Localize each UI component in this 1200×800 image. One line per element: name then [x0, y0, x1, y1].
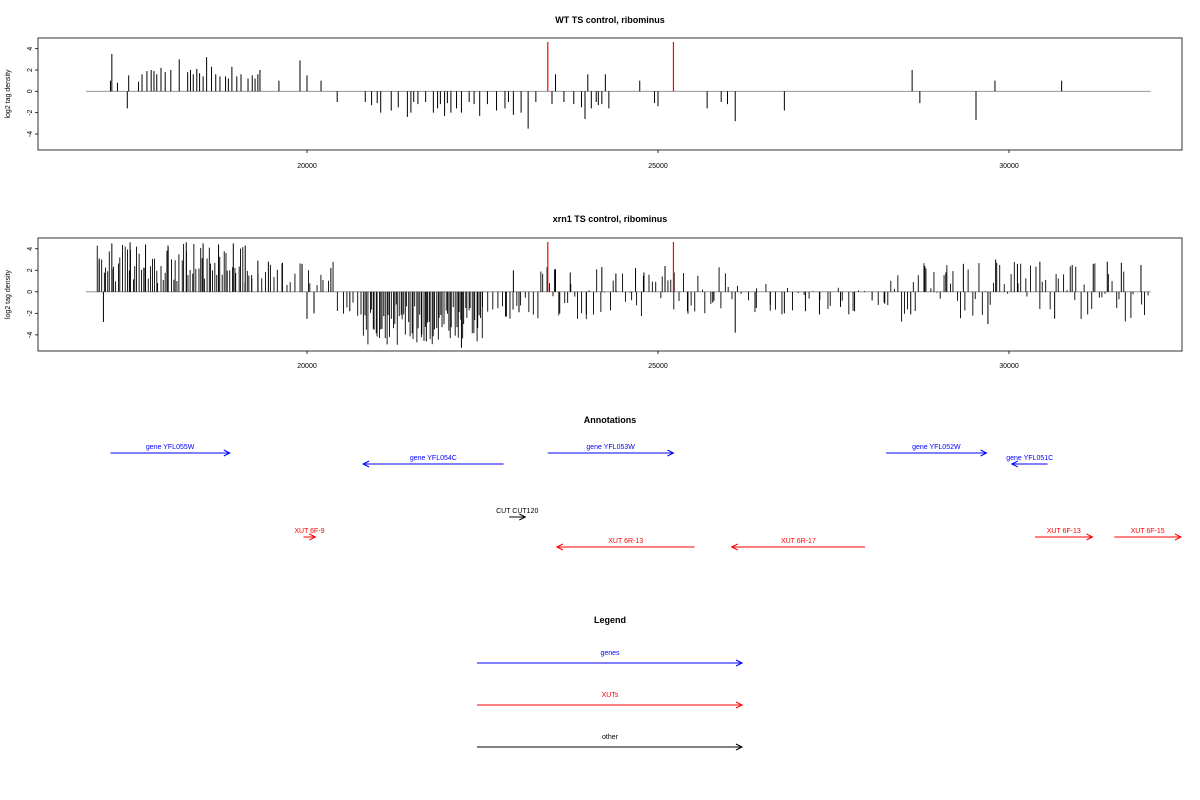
y-tick-label: 0: [27, 290, 34, 294]
annotation-label: CUT CUT120: [496, 508, 538, 515]
annotation-label: gene YFL052W: [912, 444, 961, 451]
arrow-head: [1086, 533, 1094, 541]
track-panel-2: xrn1 TS control, ribominus log2 tag densi…: [5, 214, 1183, 370]
y-tick-label: -4: [27, 332, 34, 338]
y-tick-label: 4: [27, 47, 34, 51]
annotation-label: XUT 6F-13: [1047, 528, 1081, 535]
arrow-head: [1174, 533, 1183, 541]
y-tick-label: 4: [27, 247, 34, 251]
annotation-label: XUT 6F-15: [1131, 528, 1165, 535]
annotation-label: gene YFL054C: [410, 455, 457, 462]
legend-label: genes: [600, 650, 620, 657]
arrow-head: [555, 543, 564, 551]
y-tick-label: -4: [27, 131, 34, 137]
plot-frame: [37, 237, 1183, 352]
signal-bars: [96, 242, 1149, 348]
x-tick-label: 30000: [999, 363, 1019, 370]
legend-label: XUTs: [602, 692, 619, 699]
y-axis-label: log2 tag density: [5, 69, 12, 119]
annotations-title: Annotations: [584, 415, 637, 425]
y-tick-label: 0: [27, 89, 34, 93]
x-tick-label: 30000: [999, 163, 1019, 170]
legend-item-xut: XUTs: [477, 692, 744, 709]
y-tick-label: 2: [27, 268, 34, 272]
arrow-head: [735, 659, 744, 667]
arrow-head: [730, 543, 738, 551]
plot-title: xrn1 TS control, ribominus: [553, 214, 668, 224]
legend-item-gene: genes: [477, 650, 744, 667]
x-tick-label: 25000: [648, 163, 668, 170]
annotation-label: gene YFL051C: [1006, 455, 1053, 462]
arrow-head: [1010, 460, 1019, 468]
plot-frame: [37, 37, 1183, 151]
arrow-head: [519, 513, 527, 521]
annotation-gene: gene YFL055W: [110, 444, 231, 457]
annotation-gene: gene YFL052W: [886, 444, 988, 457]
annotation-other: CUT CUT120: [496, 508, 538, 521]
x-tick-label: 20000: [297, 163, 317, 170]
annotation-xut: XUT 6R-13: [555, 538, 695, 551]
annotation-xut: XUT 6R-17: [730, 538, 866, 551]
arrow-head: [735, 701, 744, 709]
x-tick-label: 20000: [297, 363, 317, 370]
signal-bars: [109, 54, 1063, 129]
track-panel-1: WT TS control, ribominus log2 tag density…: [5, 15, 1183, 170]
annotations-panel: Annotations gene YFL055W gene YFL054C gene …: [110, 415, 1183, 551]
annotation-label: XUT 6R-13: [608, 538, 643, 545]
arrow-head: [667, 449, 675, 457]
y-tick-label: -2: [27, 109, 34, 115]
arrow-head: [980, 449, 988, 457]
annotation-label: gene YFL053W: [586, 444, 635, 451]
annotation-label: XUT 6R-17: [781, 538, 816, 545]
legend-panel: Legend genes XUTs other: [477, 615, 744, 751]
y-tick-label: -2: [27, 310, 34, 316]
legend-item-other: other: [477, 734, 744, 751]
annotation-gene: gene YFL053W: [547, 444, 675, 457]
annotation-xut: XUT 6F-13: [1034, 528, 1094, 541]
annotation-label: gene YFL055W: [146, 444, 195, 451]
arrow-head: [223, 449, 231, 457]
annotation-label: XUT 6F-9: [294, 528, 324, 535]
y-tick-label: 2: [27, 68, 34, 72]
arrow-head: [735, 743, 744, 751]
x-tick-label: 25000: [648, 363, 668, 370]
legend-label: other: [602, 734, 619, 741]
annotation-xut: XUT 6F-9: [294, 528, 325, 541]
annotation-gene: gene YFL054C: [362, 455, 504, 468]
legend-title: Legend: [594, 615, 626, 625]
annotation-xut: XUT 6F-15: [1114, 528, 1183, 541]
arrow-head: [362, 460, 370, 468]
plot-title: WT TS control, ribominus: [555, 15, 665, 25]
arrow-head: [309, 533, 317, 541]
y-axis-label: log2 tag density: [5, 269, 12, 319]
annotation-gene: gene YFL051C: [1006, 455, 1053, 468]
